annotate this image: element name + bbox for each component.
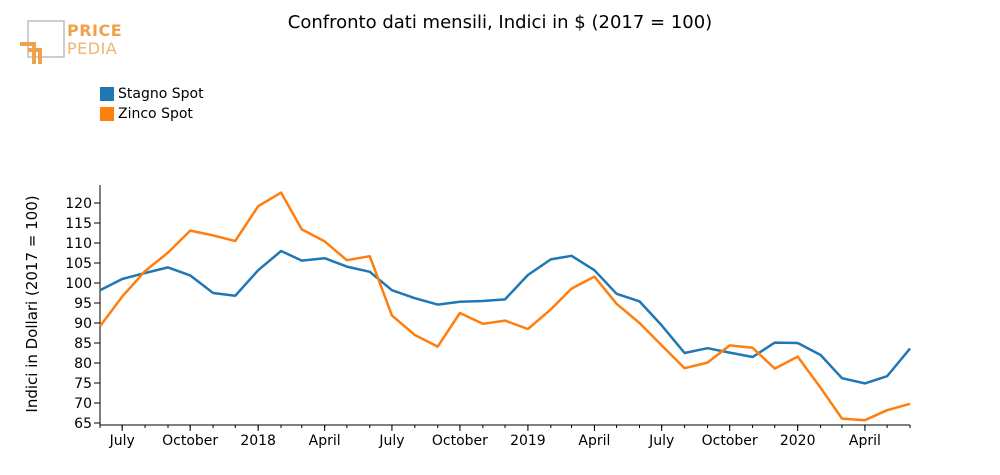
logo-text-pedia: PEDIA [67, 39, 118, 58]
x-tick-label: October [432, 433, 488, 449]
x-tick-label: July [648, 433, 674, 449]
x-tick-label: October [162, 433, 218, 449]
legend-label-zinco: Zinco Spot [118, 106, 193, 122]
y-tick-label: 80 [74, 356, 92, 372]
x-tick-label: April [849, 433, 881, 449]
legend-label-stagno: Stagno Spot [118, 86, 204, 102]
legend-swatch-zinco [100, 107, 114, 121]
legend-swatch-stagno [100, 87, 114, 101]
y-tick-label: 120 [65, 196, 92, 212]
x-tick-label: April [309, 433, 341, 449]
pricepedia-logo: PRICE PEDIA [18, 18, 128, 68]
legend: Stagno Spot Zinco Spot [100, 84, 204, 124]
y-axis-label: Indici in Dollari (2017 = 100) [23, 195, 41, 412]
axes: 65 70 75 80 85 90 95 100 105 110 115 120 July October… [65, 185, 911, 449]
y-tick-label: 90 [74, 316, 92, 332]
series-lines [98, 191, 911, 422]
y-tick-label: 110 [65, 236, 92, 252]
x-tick-label: July [378, 433, 404, 449]
y-tick-label: 70 [74, 396, 92, 412]
chart-title: Confronto dati mensili, Indici in $ (201… [287, 12, 713, 33]
logo-mark-icon [20, 20, 65, 64]
x-tick-label: July [109, 433, 135, 449]
y-tick-label: 100 [65, 276, 92, 292]
y-tick-label: 95 [74, 296, 92, 312]
y-tick-label: 105 [65, 256, 92, 272]
x-tick-label: 2018 [240, 433, 276, 449]
x-tick-label: October [702, 433, 758, 449]
y-tick-label: 115 [65, 216, 92, 232]
y-tick-label: 75 [74, 376, 92, 392]
series-line-stagno[interactable] [99, 249, 911, 385]
legend-item-stagno[interactable]: Stagno Spot [100, 84, 204, 104]
y-tick-label: 65 [74, 416, 92, 432]
y-tick-label: 85 [74, 336, 92, 352]
logo-text-price: PRICE [67, 21, 123, 40]
series-line-zinco[interactable] [98, 191, 911, 422]
x-tick-label: April [578, 433, 610, 449]
legend-item-zinco[interactable]: Zinco Spot [100, 104, 204, 124]
x-tick-label: 2020 [780, 433, 816, 449]
x-tick-label: 2019 [510, 433, 546, 449]
